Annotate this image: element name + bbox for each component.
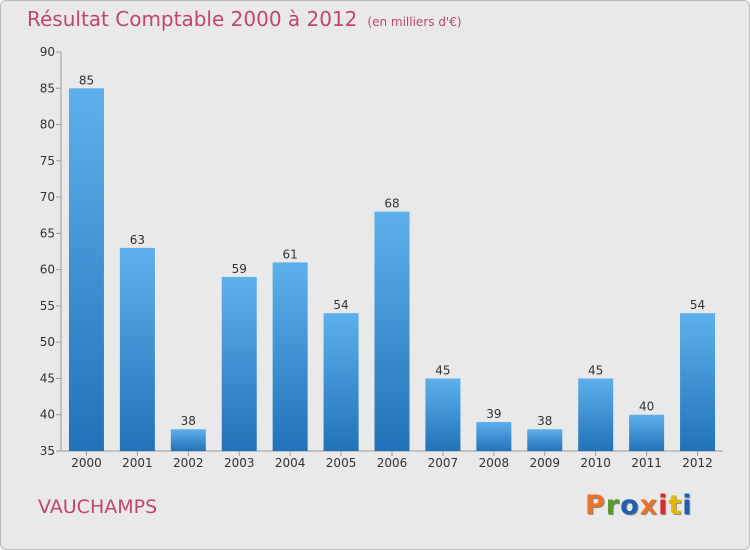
x-tick-label: 2003	[224, 456, 255, 470]
bar	[527, 429, 563, 451]
bar-value-label: 54	[690, 298, 705, 312]
logo-letter: i	[658, 490, 669, 521]
x-tick-label: 2008	[479, 456, 510, 470]
x-tick-label: 2010	[580, 456, 611, 470]
bar	[221, 276, 257, 451]
logo-letter: o	[620, 490, 640, 521]
commune-name: VAUCHAMPS	[38, 496, 158, 518]
bar	[578, 378, 614, 451]
x-tick-label: 2011	[631, 456, 662, 470]
x-tick-label: 2009	[529, 456, 560, 470]
bar	[680, 313, 716, 451]
plot-area: 35 40 45 50 55 60 65 70 75 80 85 90 85 2000 63 2001 38 20…	[40, 45, 723, 470]
x-tick-label: 2001	[122, 456, 153, 470]
y-tick-label: 40	[40, 408, 55, 422]
bar-value-label: 40	[639, 400, 654, 414]
bar	[476, 421, 512, 451]
bar-value-label: 85	[79, 73, 94, 87]
bar-value-label: 38	[537, 414, 552, 428]
y-tick-label: 90	[40, 45, 55, 59]
y-tick-label: 65	[40, 226, 55, 240]
logo-letter: x	[639, 490, 659, 521]
chart-title-main: Résultat Comptable 2000 à 2012	[27, 7, 358, 31]
x-tick-label: 2000	[71, 456, 102, 470]
y-tick-label: 75	[40, 154, 55, 168]
bar	[272, 262, 308, 451]
proxiti-logo: Proxiti	[585, 490, 693, 521]
bar-value-label: 63	[130, 233, 145, 247]
bar-value-label: 54	[333, 298, 348, 312]
bar-value-label: 68	[384, 197, 399, 211]
y-tick-label: 55	[40, 299, 55, 313]
bar	[629, 414, 665, 451]
x-tick-label: 2006	[377, 456, 408, 470]
logo-letter: P	[585, 490, 606, 521]
logo-letter: r	[605, 490, 621, 521]
chart-title: Résultat Comptable 2000 à 2012 (en millie…	[27, 7, 462, 31]
x-tick-label: 2012	[682, 456, 713, 470]
bar	[425, 378, 461, 451]
bar	[170, 429, 206, 451]
bar-value-label: 45	[588, 363, 603, 377]
y-tick-label: 50	[40, 335, 55, 349]
x-tick-label: 2004	[275, 456, 306, 470]
bar	[119, 247, 155, 451]
logo-letter: t	[668, 490, 683, 521]
bar-value-label: 39	[486, 407, 501, 421]
x-tick-label: 2007	[428, 456, 459, 470]
bar	[323, 313, 359, 451]
bar	[68, 88, 104, 451]
y-tick-label: 70	[40, 190, 55, 204]
chart-unit-note: (en milliers d'€)	[367, 15, 462, 29]
y-tick-label: 35	[40, 444, 55, 458]
x-tick-label: 2005	[326, 456, 357, 470]
y-tick-label: 45	[40, 371, 55, 385]
bar-value-label: 61	[283, 247, 298, 261]
logo-letter: i	[682, 490, 693, 521]
bar-value-label: 38	[181, 414, 196, 428]
y-tick-label: 85	[40, 81, 55, 95]
y-tick-label: 60	[40, 263, 55, 277]
bar	[374, 211, 410, 451]
bar-value-label: 59	[232, 262, 247, 276]
bar-value-label: 45	[435, 363, 450, 377]
x-tick-label: 2002	[173, 456, 204, 470]
y-tick-label: 80	[40, 118, 55, 132]
